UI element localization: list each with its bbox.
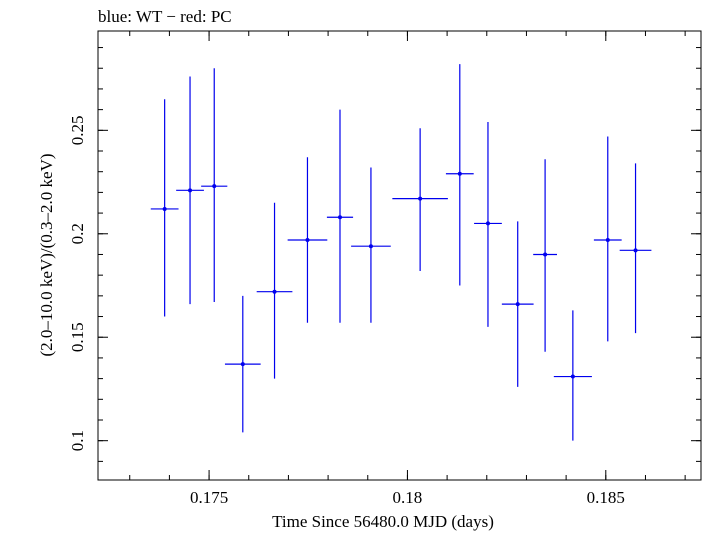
data-point	[176, 76, 204, 305]
point-marker	[485, 221, 490, 226]
point-marker	[515, 302, 520, 307]
point-marker	[418, 196, 423, 201]
data-point	[553, 310, 592, 441]
data-point	[201, 68, 228, 303]
x-tick-label: 0.185	[587, 488, 625, 507]
y-tick-label: 0.15	[68, 322, 87, 352]
x-tick-label: 0.175	[190, 488, 228, 507]
data-point	[474, 122, 502, 327]
point-marker	[162, 206, 167, 211]
x-tick-label: 0.18	[393, 488, 423, 507]
data-point	[287, 157, 328, 323]
point-marker	[605, 237, 610, 242]
data-point	[392, 128, 448, 272]
data-point	[256, 202, 293, 379]
data-point	[224, 295, 261, 433]
point-marker	[368, 244, 373, 249]
point-marker	[305, 237, 310, 242]
x-axis: 0.175 0.18 0.185	[129, 31, 686, 507]
data-point	[351, 167, 391, 323]
y-tick-label: 0.2	[68, 223, 87, 244]
data-point	[619, 163, 652, 334]
data-point	[326, 109, 354, 323]
data-series	[150, 64, 652, 441]
point-marker	[543, 252, 548, 257]
x-axis-label: Time Since 56480.0 MJD (days)	[272, 512, 494, 531]
chart-title: blue: WT − red: PC	[98, 7, 232, 26]
y-tick-label: 0.1	[68, 430, 87, 451]
data-point	[533, 159, 557, 352]
data-point	[150, 99, 179, 317]
data-point	[501, 221, 534, 387]
point-marker	[212, 184, 217, 189]
y-tick-label: 0.25	[68, 115, 87, 145]
point-marker	[240, 362, 245, 367]
data-point	[593, 136, 622, 342]
plot-frame	[97, 30, 702, 481]
point-marker	[272, 289, 277, 294]
point-marker	[337, 215, 342, 220]
data-point	[445, 64, 474, 286]
point-marker	[570, 374, 575, 379]
point-marker	[633, 248, 638, 253]
point-marker	[457, 171, 462, 176]
point-marker	[188, 188, 193, 193]
y-axis: 0.1 0.15 0.2 0.25	[68, 47, 701, 462]
y-axis-label: (2.0–10.0 keV)/(0.3–2.0 keV)	[37, 153, 56, 356]
